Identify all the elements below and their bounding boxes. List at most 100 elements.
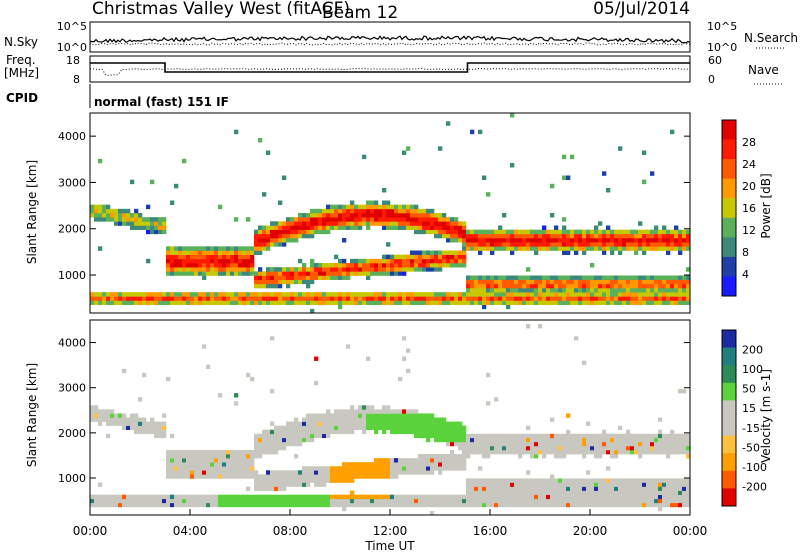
heatmap-cell	[530, 433, 535, 439]
heatmap-cell	[530, 233, 535, 239]
heatmap-cell	[418, 413, 423, 418]
heatmap-cell	[570, 296, 575, 301]
heatmap-cell	[270, 450, 275, 455]
heatmap-cell	[442, 233, 447, 239]
heatmap-cell	[178, 466, 183, 471]
heatmap-cell	[626, 292, 631, 297]
heatmap-cell	[398, 217, 403, 222]
heatmap-cell	[674, 238, 679, 243]
heatmap-cell	[314, 466, 319, 471]
heatmap-cell	[522, 498, 527, 504]
heatmap-cell	[478, 466, 483, 471]
heatmap-cell	[462, 458, 467, 463]
heatmap-cell	[670, 486, 675, 491]
heatmap-cell	[298, 275, 303, 280]
heatmap-cell	[126, 221, 131, 226]
heatmap-cell	[262, 238, 267, 243]
heatmap-cell	[566, 486, 571, 491]
heatmap-cell	[390, 213, 395, 218]
heatmap-cell	[250, 466, 255, 471]
heatmap-cell	[294, 425, 299, 430]
heatmap-cell	[366, 413, 371, 418]
heatmap-cell	[122, 208, 127, 214]
heatmap-cell	[582, 486, 587, 491]
heatmap-cell	[630, 246, 635, 251]
heatmap-cell	[126, 217, 131, 222]
heatmap-cell	[286, 425, 291, 430]
heatmap-cell	[554, 450, 559, 455]
heatmap-cell	[546, 498, 551, 504]
heatmap-cell	[558, 486, 563, 491]
heatmap-cell	[526, 433, 531, 439]
heatmap-cell	[130, 225, 135, 230]
heatmap-cell	[146, 258, 151, 264]
heatmap-cell	[386, 413, 391, 418]
heatmap-cell	[430, 433, 435, 439]
heatmap-cell	[406, 498, 411, 504]
heatmap-cell	[190, 498, 195, 504]
heatmap-cell	[394, 208, 399, 214]
heatmap-cell	[582, 279, 587, 285]
heatmap-cell	[262, 225, 267, 230]
heatmap-cell	[174, 494, 179, 500]
heatmap-cell	[410, 254, 415, 260]
heatmap-cell	[290, 425, 295, 430]
heatmap-cell	[394, 271, 399, 276]
heatmap-cell	[630, 490, 635, 495]
heatmap-cell	[562, 450, 567, 455]
heatmap-cell	[270, 221, 275, 226]
heatmap-cell	[178, 502, 183, 508]
heatmap-cell	[518, 300, 523, 305]
x-tick-label: 08:00	[273, 524, 308, 538]
heatmap-cell	[310, 300, 315, 305]
heatmap-cell	[490, 250, 495, 255]
heatmap-cell	[414, 263, 419, 268]
heatmap-cell	[310, 308, 315, 314]
heatmap-cell	[514, 490, 519, 495]
heatmap-cell	[266, 502, 271, 508]
heatmap-cell	[386, 217, 391, 222]
heatmap-cell	[546, 494, 551, 500]
heatmap-cell	[474, 498, 479, 504]
heatmap-cell	[102, 417, 107, 422]
heatmap-cell	[154, 292, 159, 297]
heatmap-cell	[606, 502, 611, 508]
heatmap-cell	[422, 421, 427, 426]
heatmap-cell	[390, 502, 395, 508]
heatmap-cell	[306, 267, 311, 272]
heatmap-cell	[202, 498, 207, 504]
heatmap-cell	[518, 275, 523, 280]
velocity-colorbar-label: Velocity [m s-1]	[759, 369, 773, 463]
heatmap-cell	[630, 300, 635, 305]
heatmap-cell	[630, 450, 635, 455]
heatmap-cell	[642, 238, 647, 243]
heatmap-cell	[662, 275, 667, 280]
heatmap-cell	[230, 254, 235, 260]
heatmap-cell	[290, 474, 295, 479]
heatmap-cell	[398, 376, 403, 382]
heatmap-cell	[382, 470, 387, 475]
heatmap-cell	[338, 225, 343, 230]
heatmap-cell	[202, 458, 207, 463]
heatmap-cell	[634, 498, 639, 504]
heatmap-cell	[278, 267, 283, 272]
heatmap-cell	[482, 450, 487, 455]
heatmap-cell	[530, 445, 535, 451]
heatmap-cell	[378, 217, 383, 222]
heatmap-cell	[294, 433, 299, 439]
heatmap-cell	[398, 421, 403, 426]
heatmap-cell	[578, 490, 583, 495]
heatmap-cell	[358, 462, 363, 467]
heatmap-cell	[398, 296, 403, 301]
heatmap-cell	[254, 433, 259, 439]
heatmap-cell	[362, 204, 367, 210]
heatmap-cell	[466, 275, 471, 280]
heatmap-cell	[170, 292, 175, 297]
heatmap-cell	[574, 246, 579, 251]
heatmap-cell	[622, 296, 627, 301]
heatmap-cell	[438, 462, 443, 467]
heatmap-cell	[342, 204, 347, 210]
heatmap-cell	[338, 409, 343, 414]
heatmap-cell	[486, 283, 491, 289]
heatmap-cell	[422, 494, 427, 500]
